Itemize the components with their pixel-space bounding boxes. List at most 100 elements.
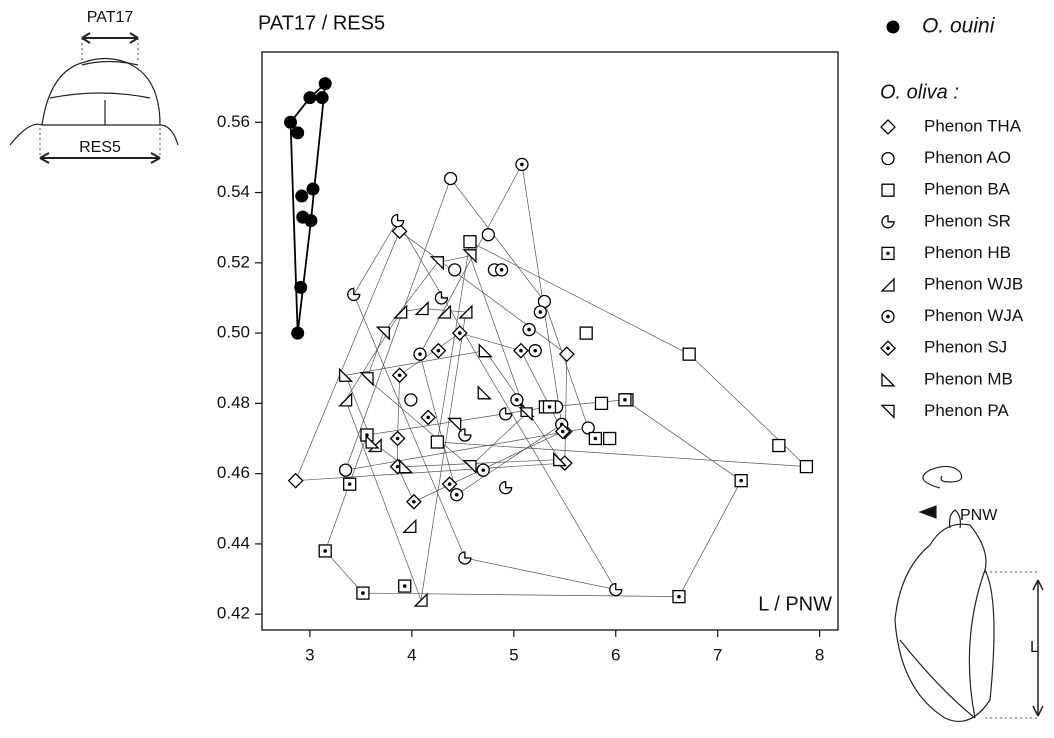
marker bbox=[518, 407, 533, 422]
legend-label: Phenon AO bbox=[924, 148, 1011, 167]
marker-shape bbox=[436, 304, 452, 319]
marker-shape bbox=[880, 277, 895, 292]
marker-shape bbox=[881, 151, 895, 166]
marker bbox=[304, 214, 318, 228]
marker bbox=[284, 115, 298, 129]
marker bbox=[359, 372, 374, 387]
marker bbox=[405, 493, 422, 510]
annotation: RES5 bbox=[79, 139, 121, 156]
marker bbox=[390, 214, 405, 228]
marker bbox=[365, 434, 380, 449]
marker-shape bbox=[881, 183, 895, 197]
marker-shape bbox=[284, 115, 298, 129]
legend-marker bbox=[881, 151, 895, 166]
legend-marker bbox=[880, 404, 895, 419]
marker bbox=[554, 423, 571, 440]
marker-shape bbox=[499, 481, 513, 495]
marker-shape bbox=[413, 592, 428, 607]
marker bbox=[413, 592, 428, 607]
marker bbox=[558, 346, 575, 363]
legend-marker bbox=[880, 119, 896, 135]
marker bbox=[318, 544, 332, 558]
legend-marker bbox=[880, 340, 896, 357]
marker-dot bbox=[395, 436, 400, 441]
marker bbox=[499, 407, 513, 421]
marker bbox=[398, 579, 412, 593]
marker bbox=[499, 481, 513, 495]
marker bbox=[413, 347, 427, 361]
legend-label: Phenon HB bbox=[924, 243, 1011, 262]
marker-shape bbox=[404, 393, 418, 407]
marker-dot bbox=[481, 468, 486, 472]
marker bbox=[375, 326, 390, 341]
marker-dot bbox=[593, 436, 598, 441]
marker-shape bbox=[402, 518, 417, 533]
shell-top-diagram bbox=[9, 32, 179, 164]
marker-shape bbox=[463, 235, 477, 249]
marker-shape bbox=[443, 171, 458, 186]
marker bbox=[481, 228, 495, 242]
marker bbox=[343, 477, 357, 491]
marker-shape bbox=[315, 91, 329, 105]
marker-shape bbox=[294, 280, 308, 294]
marker bbox=[430, 435, 444, 449]
marker-dot bbox=[397, 373, 402, 378]
legend-title: O. oliva : bbox=[880, 81, 959, 103]
marker-shape bbox=[602, 431, 617, 446]
marker-shape bbox=[880, 404, 895, 419]
annotation: PNW bbox=[960, 507, 998, 524]
marker bbox=[318, 77, 332, 91]
marker bbox=[458, 551, 472, 565]
legend-marker bbox=[880, 277, 895, 292]
marker bbox=[393, 304, 408, 319]
marker-dot bbox=[547, 405, 552, 409]
marker bbox=[462, 249, 477, 264]
legend-label: O. ouini bbox=[922, 15, 996, 38]
group-hull bbox=[324, 399, 742, 597]
marker-dot bbox=[739, 478, 743, 483]
marker bbox=[399, 459, 414, 474]
marker-shape bbox=[558, 346, 575, 363]
marker bbox=[609, 582, 623, 597]
legend-label: Phenon BA bbox=[924, 180, 1011, 199]
y-tick-label: 0.42 bbox=[217, 604, 250, 623]
marker-shape bbox=[347, 287, 361, 302]
legend-label: Phenon SJ bbox=[924, 338, 1007, 357]
marker bbox=[450, 488, 464, 502]
marker-dot bbox=[886, 251, 890, 256]
marker bbox=[338, 392, 353, 407]
y-axis-label: PAT17 / RES5 bbox=[258, 12, 385, 34]
marker bbox=[462, 459, 477, 475]
annotation: L bbox=[1030, 639, 1039, 656]
marker bbox=[463, 235, 477, 249]
x-tick-label: 6 bbox=[611, 645, 620, 664]
marker-shape bbox=[799, 459, 814, 474]
x-tick-label: 5 bbox=[509, 645, 518, 664]
marker bbox=[522, 322, 536, 337]
legend-label: Phenon THA bbox=[924, 116, 1022, 135]
marker-shape bbox=[447, 417, 462, 433]
marker-shape bbox=[518, 407, 533, 422]
marker bbox=[430, 342, 447, 359]
marker-dot bbox=[499, 268, 504, 272]
marker bbox=[389, 430, 406, 447]
marker bbox=[477, 385, 492, 400]
y-tick-label: 0.46 bbox=[217, 463, 250, 482]
marker bbox=[420, 409, 437, 426]
marker bbox=[347, 287, 361, 302]
marker-dot bbox=[402, 584, 407, 588]
marker bbox=[682, 347, 696, 361]
marker bbox=[515, 157, 529, 172]
marker bbox=[772, 438, 786, 453]
marker bbox=[441, 476, 458, 493]
marker-dot bbox=[436, 348, 441, 353]
marker bbox=[494, 263, 509, 277]
marker bbox=[436, 304, 452, 319]
marker-shape bbox=[481, 228, 495, 242]
marker-dot bbox=[515, 398, 519, 402]
marker bbox=[291, 326, 305, 340]
marker-shape bbox=[609, 582, 623, 597]
x-tick-label: 7 bbox=[713, 645, 722, 664]
marker-dot bbox=[527, 327, 531, 332]
marker bbox=[451, 325, 468, 342]
